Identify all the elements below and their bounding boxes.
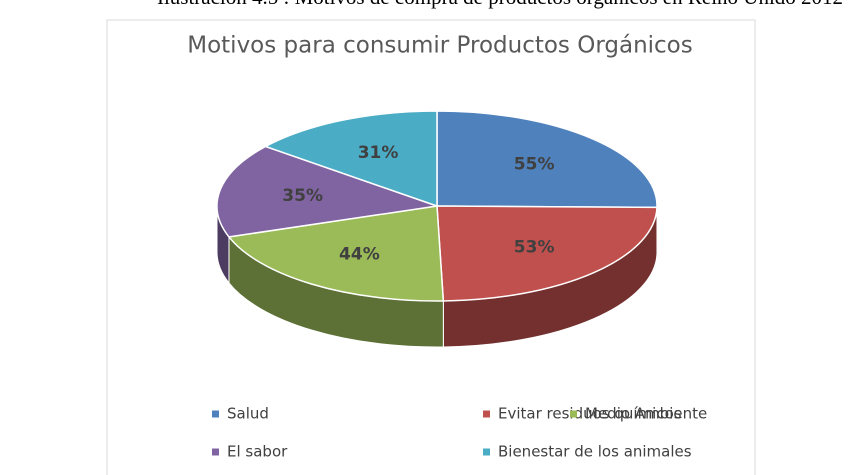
chart-title: Motivos para consumir Productos Orgánico…: [187, 33, 692, 59]
pie-slice: [436, 110, 658, 209]
legend-swatch: [212, 448, 219, 456]
data-label: 53%: [514, 237, 555, 257]
legend-swatch: [570, 410, 577, 418]
data-label: 31%: [358, 143, 399, 163]
legend-label: Bienestar de los animales: [498, 443, 692, 461]
legend-swatch: [483, 410, 490, 418]
pie-slice: [216, 145, 438, 238]
legend-label: Evitar residuos químicos: [498, 405, 682, 423]
legend-label: Medio Ambiente: [585, 405, 707, 423]
pie-tops: [216, 110, 658, 302]
data-label: 44%: [339, 244, 380, 264]
caption-box: Ilustración 4.5 : Motivos de compra de p…: [150, 0, 850, 8]
legend-swatch: [483, 448, 490, 456]
legend-label: El sabor: [227, 443, 288, 461]
pie-slice: [436, 205, 658, 302]
pie-slice: [227, 205, 445, 302]
legend-label: Salud: [227, 405, 269, 423]
legend-swatch: [212, 410, 219, 418]
labels: 55% 53% 44% 35% 31%: [282, 143, 554, 265]
data-label: 55%: [514, 155, 555, 175]
pie-slice: [263, 110, 438, 208]
caption: Ilustración 4.5 : Motivos de compra de p…: [150, 0, 850, 8]
data-label: 35%: [282, 186, 323, 206]
